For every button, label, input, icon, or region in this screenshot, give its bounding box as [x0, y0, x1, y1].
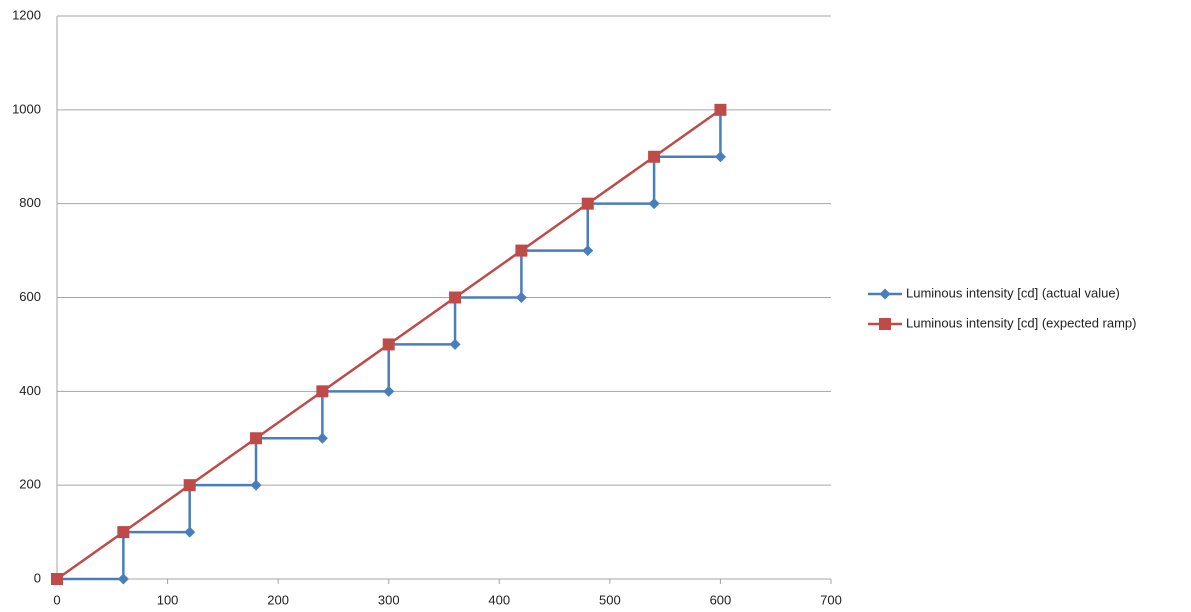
marker — [250, 479, 262, 491]
marker — [316, 385, 329, 398]
marker — [184, 526, 196, 538]
marker — [714, 151, 726, 163]
x-tick-label: 300 — [378, 592, 400, 607]
marker — [879, 318, 891, 330]
marker — [449, 291, 462, 304]
marker — [183, 479, 196, 492]
marker — [51, 573, 63, 585]
y-tick-label: 1000 — [12, 101, 41, 116]
marker — [582, 245, 594, 257]
marker — [250, 432, 263, 445]
y-tick-label: 600 — [19, 289, 41, 304]
x-tick-label: 500 — [599, 592, 621, 607]
x-tick-label: 700 — [820, 592, 842, 607]
marker — [879, 288, 891, 300]
legend-label: Luminous intensity [cd] (actual value) — [906, 285, 1120, 300]
y-tick-label: 0 — [34, 570, 41, 585]
marker — [117, 573, 129, 585]
marker — [515, 292, 527, 303]
marker — [581, 197, 594, 210]
marker — [316, 432, 328, 444]
marker — [382, 338, 395, 351]
marker — [515, 244, 528, 257]
y-tick-label: 1200 — [12, 7, 41, 22]
x-tick-label: 200 — [267, 592, 289, 607]
marker — [449, 338, 461, 350]
marker — [383, 385, 395, 397]
y-tick-label: 800 — [19, 195, 41, 210]
y-tick-label: 400 — [19, 383, 41, 398]
y-tick-label: 200 — [19, 477, 41, 492]
marker — [117, 526, 130, 539]
x-tick-label: 0 — [53, 592, 60, 607]
x-tick-label: 600 — [710, 592, 732, 607]
marker — [648, 150, 661, 163]
legend-label: Luminous intensity [cd] (expected ramp) — [906, 315, 1137, 330]
marker — [714, 103, 727, 116]
x-tick-label: 100 — [157, 592, 179, 607]
x-tick-label: 400 — [488, 592, 510, 607]
marker — [648, 198, 660, 210]
